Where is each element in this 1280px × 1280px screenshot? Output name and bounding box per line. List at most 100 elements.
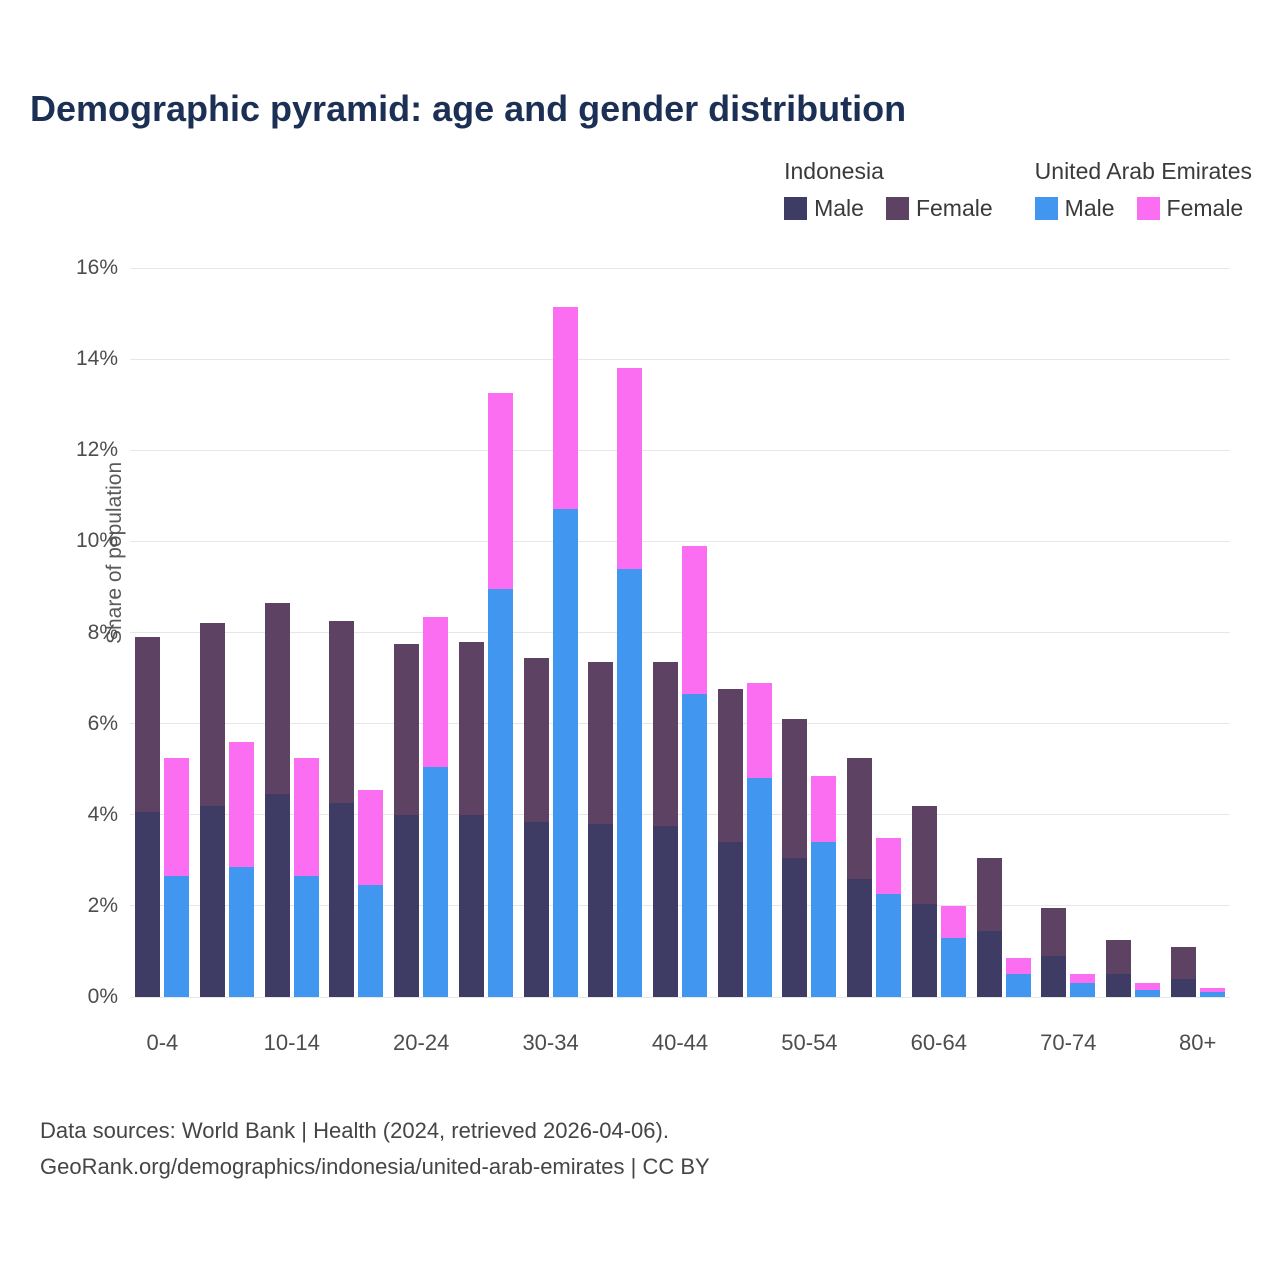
bar-segment-uae-female-40-44 bbox=[682, 545, 707, 695]
bar-segment-indonesia-male-25-29 bbox=[458, 814, 484, 997]
legend-item-label: Female bbox=[915, 195, 993, 221]
bar-segment-indonesia-female-10-14 bbox=[264, 602, 290, 795]
bar-segment-indonesia-female-25-29 bbox=[458, 641, 484, 815]
legend: Indonesia Male Female United Arab Emirates M… bbox=[784, 158, 1252, 222]
y-tick-label: 8% bbox=[87, 620, 118, 644]
bar-segment-uae-male-0-4 bbox=[164, 876, 190, 997]
chart-title: Demographic pyramid: age and gender dist… bbox=[30, 88, 907, 129]
bar-segment-uae-male-75-79 bbox=[1134, 990, 1160, 997]
bar-segment-indonesia-female-30-34 bbox=[523, 657, 549, 822]
legend-item-male: Male bbox=[1034, 195, 1115, 222]
legend-items-row: Male Female bbox=[784, 195, 993, 222]
footer-attribution: GeoRank.org/demographics/indonesia/unite… bbox=[40, 1154, 710, 1179]
bar-segment-uae-male-10-14 bbox=[293, 876, 319, 997]
bar-segment-uae-male-45-49 bbox=[746, 778, 772, 997]
gridline-14pct bbox=[130, 358, 1230, 360]
bar-segment-indonesia-female-75-79 bbox=[1105, 940, 1131, 975]
gridline-12pct bbox=[130, 449, 1230, 451]
bar-segment-uae-male-25-29 bbox=[487, 589, 513, 997]
bar-segment-uae-female-80+ bbox=[1199, 987, 1225, 993]
gridline-8pct bbox=[130, 632, 1230, 633]
bar-segment-indonesia-male-75-79 bbox=[1105, 974, 1131, 997]
gridline-0pct bbox=[130, 996, 1230, 998]
bar-segment-uae-male-65-69 bbox=[1005, 974, 1031, 997]
bar-segment-indonesia-male-55-59 bbox=[847, 878, 873, 997]
legend-item-female: Female bbox=[1136, 195, 1244, 222]
bar-segment-indonesia-male-5-9 bbox=[200, 805, 226, 997]
bar-segment-uae-male-80+ bbox=[1199, 992, 1225, 997]
bar-segment-uae-female-30-34 bbox=[552, 306, 578, 510]
y-tick-label: 14% bbox=[75, 347, 118, 371]
bar-segment-indonesia-female-80+ bbox=[1170, 946, 1196, 979]
legend-item-label: Female bbox=[1166, 195, 1244, 221]
y-tick-label: 2% bbox=[87, 893, 118, 917]
bar-segment-indonesia-male-15-19 bbox=[329, 803, 355, 997]
gridline-16pct bbox=[130, 267, 1230, 269]
bar-segment-uae-female-75-79 bbox=[1134, 983, 1160, 991]
bar-segment-uae-female-35-39 bbox=[617, 368, 643, 569]
bar-segment-uae-female-0-4 bbox=[164, 757, 190, 877]
bar-segment-indonesia-female-55-59 bbox=[847, 757, 873, 879]
bar-segment-uae-female-10-14 bbox=[293, 757, 319, 877]
legend-item-label: Male bbox=[1064, 195, 1115, 221]
x-tick-label-40-44: 40-44 bbox=[651, 1030, 709, 1055]
bar-segment-uae-female-5-9 bbox=[229, 741, 255, 868]
bar-segment-uae-female-70-74 bbox=[1070, 974, 1096, 984]
bar-segment-indonesia-male-80+ bbox=[1170, 978, 1196, 997]
bar-segment-indonesia-male-50-54 bbox=[782, 858, 808, 997]
bar-segment-indonesia-male-65-69 bbox=[976, 930, 1002, 997]
bar-segment-indonesia-male-45-49 bbox=[717, 842, 743, 997]
bar-segment-indonesia-male-20-24 bbox=[394, 814, 420, 997]
y-tick-label: 10% bbox=[75, 529, 118, 553]
bar-segment-indonesia-male-35-39 bbox=[588, 823, 614, 997]
legend-swatch-icon bbox=[885, 197, 909, 220]
bar-segment-uae-female-60-64 bbox=[940, 905, 966, 938]
bar-segment-indonesia-male-0-4 bbox=[135, 812, 161, 997]
legend-country-label: Indonesia bbox=[784, 158, 884, 184]
bar-segment-indonesia-female-70-74 bbox=[1041, 908, 1067, 956]
legend-item-label: Male bbox=[814, 195, 864, 221]
y-tick-label: 0% bbox=[87, 985, 118, 1008]
bar-segment-uae-male-70-74 bbox=[1070, 983, 1096, 997]
gridline-2pct bbox=[130, 905, 1230, 907]
bar-segment-indonesia-male-10-14 bbox=[264, 794, 290, 997]
bar-segment-indonesia-male-40-44 bbox=[653, 826, 678, 997]
bar-segment-indonesia-male-30-34 bbox=[523, 821, 549, 997]
bar-segment-indonesia-female-50-54 bbox=[782, 719, 808, 859]
plot-area: 0% 2% 4% 6% 8% 10% 12% 14% 16% 0-4 10-14 20-24 30-34… bbox=[76, 256, 1230, 1055]
bar-segment-uae-male-55-59 bbox=[876, 894, 902, 997]
bar-segment-uae-female-15-19 bbox=[358, 789, 384, 886]
gridline-6pct bbox=[130, 723, 1230, 725]
bar-segment-uae-male-40-44 bbox=[682, 694, 707, 997]
x-tick-label-80+: 80+ bbox=[1178, 1030, 1217, 1055]
bar-segment-indonesia-female-35-39 bbox=[588, 662, 614, 824]
bar-segment-indonesia-female-45-49 bbox=[717, 689, 743, 843]
bar-segment-indonesia-female-5-9 bbox=[200, 623, 226, 806]
y-tick-label: 12% bbox=[75, 438, 118, 462]
bar-segment-uae-male-50-54 bbox=[811, 842, 837, 997]
y-tick-label: 4% bbox=[87, 802, 118, 826]
bar-segment-indonesia-male-60-64 bbox=[911, 903, 937, 997]
bar-segment-uae-male-30-34 bbox=[552, 509, 578, 997]
y-tick-label: 16% bbox=[75, 256, 118, 279]
legend-group-indonesia: Indonesia Male Female bbox=[784, 158, 993, 222]
footer-data-sources: Data sources: World Bank | Health (2024,… bbox=[40, 1118, 669, 1143]
legend-items-row: Male Female bbox=[1034, 195, 1252, 222]
legend-country-label: United Arab Emirates bbox=[1034, 158, 1252, 184]
bar-segment-uae-female-45-49 bbox=[746, 682, 772, 779]
bar-segment-uae-female-65-69 bbox=[1005, 958, 1031, 975]
legend-swatch-icon bbox=[1034, 197, 1058, 220]
x-tick-label-30-34: 30-34 bbox=[522, 1030, 579, 1055]
x-tick-label-0-4: 0-4 bbox=[146, 1030, 179, 1055]
bar-segment-uae-female-55-59 bbox=[876, 837, 902, 895]
bar-segment-indonesia-female-0-4 bbox=[135, 637, 161, 813]
x-tick-label-60-64: 60-64 bbox=[910, 1030, 967, 1055]
bar-segment-indonesia-female-65-69 bbox=[976, 858, 1002, 931]
legend-group-united-arab-emirates: United Arab Emirates Male Female bbox=[1034, 158, 1252, 222]
bar-segment-uae-female-25-29 bbox=[487, 393, 513, 590]
bar-segment-uae-male-15-19 bbox=[358, 885, 384, 997]
bar-segment-indonesia-female-60-64 bbox=[911, 805, 937, 904]
y-tick-label: 6% bbox=[87, 711, 118, 735]
bar-segment-uae-male-60-64 bbox=[940, 937, 966, 997]
